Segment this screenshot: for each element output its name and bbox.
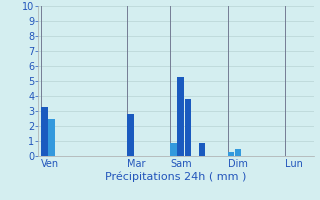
Bar bbox=[199, 142, 205, 156]
X-axis label: Précipitations 24h ( mm ): Précipitations 24h ( mm ) bbox=[105, 172, 247, 182]
Bar bbox=[185, 99, 191, 156]
Bar bbox=[228, 152, 234, 156]
Bar bbox=[177, 76, 184, 156]
Bar bbox=[170, 143, 177, 156]
Bar bbox=[235, 149, 241, 156]
Bar bbox=[41, 106, 48, 156]
Bar bbox=[48, 118, 55, 156]
Bar bbox=[127, 114, 134, 156]
